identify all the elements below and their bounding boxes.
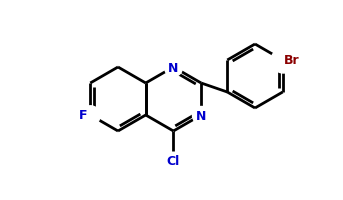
Text: Br: Br (284, 54, 299, 67)
Text: Cl: Cl (167, 154, 180, 167)
Text: N: N (168, 61, 179, 74)
Text: N: N (196, 109, 206, 122)
Text: F: F (79, 109, 87, 122)
